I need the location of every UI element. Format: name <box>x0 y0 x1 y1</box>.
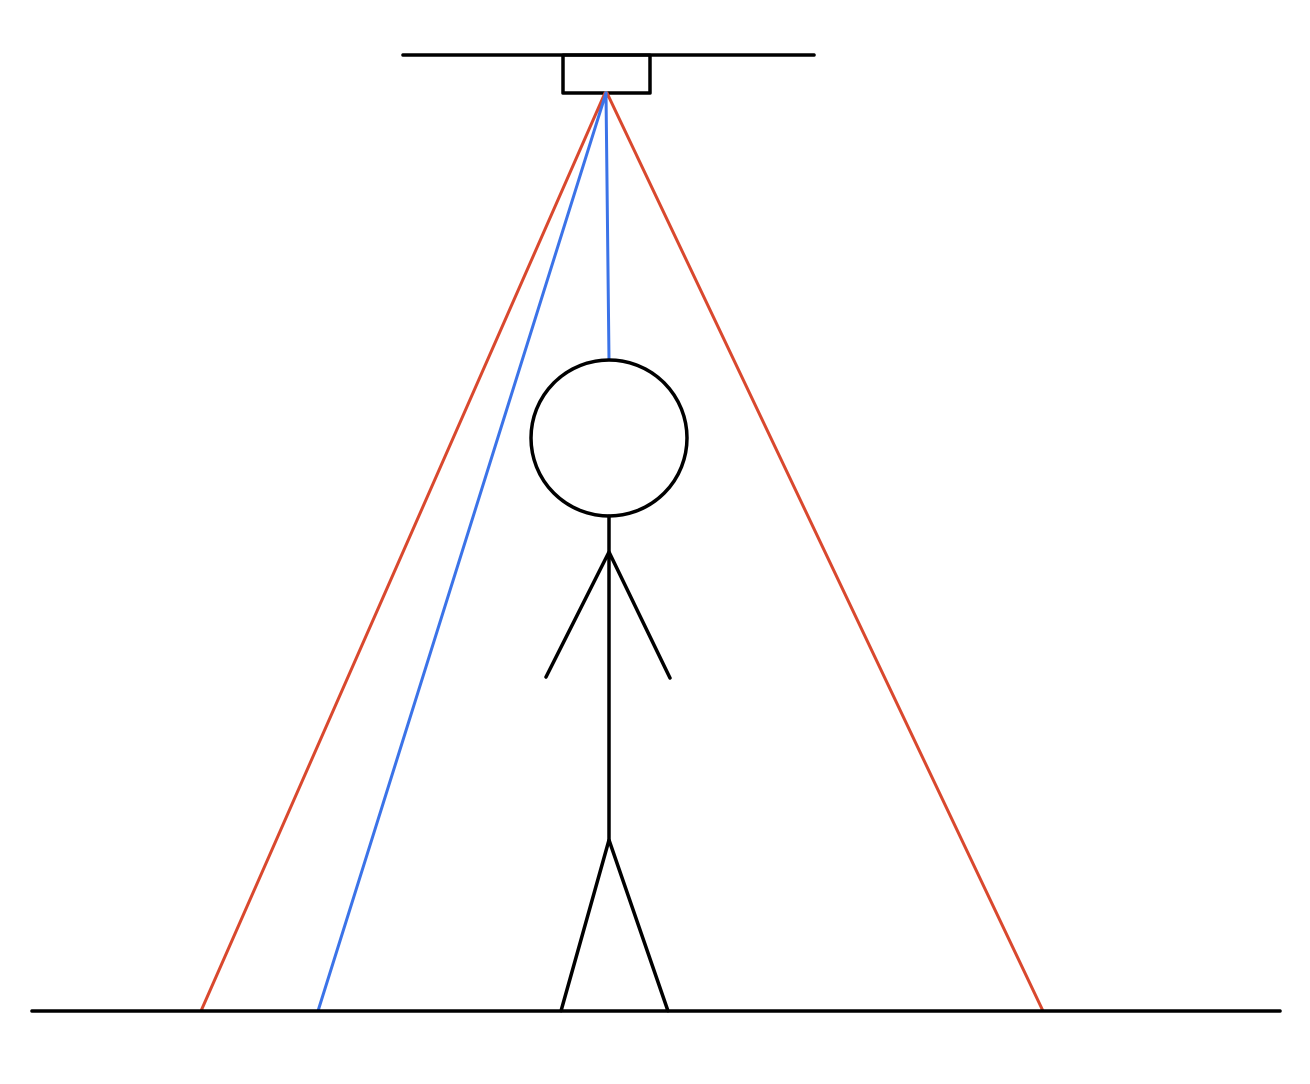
sight-line-to-head <box>604 91 611 362</box>
stick-figure-right-arm <box>607 550 672 680</box>
stick-figure-left-leg <box>559 838 611 1013</box>
stick-figure-left-arm <box>544 550 611 679</box>
stick-figure-head <box>529 358 689 518</box>
stick-figure <box>529 358 689 1013</box>
field-of-view-left-edge <box>199 91 607 1013</box>
field-of-view-right-edge <box>605 91 1045 1013</box>
stick-figure-right-leg <box>607 838 670 1013</box>
sight-line-to-floor <box>316 91 608 1013</box>
ceiling-sensor-box <box>561 53 652 95</box>
